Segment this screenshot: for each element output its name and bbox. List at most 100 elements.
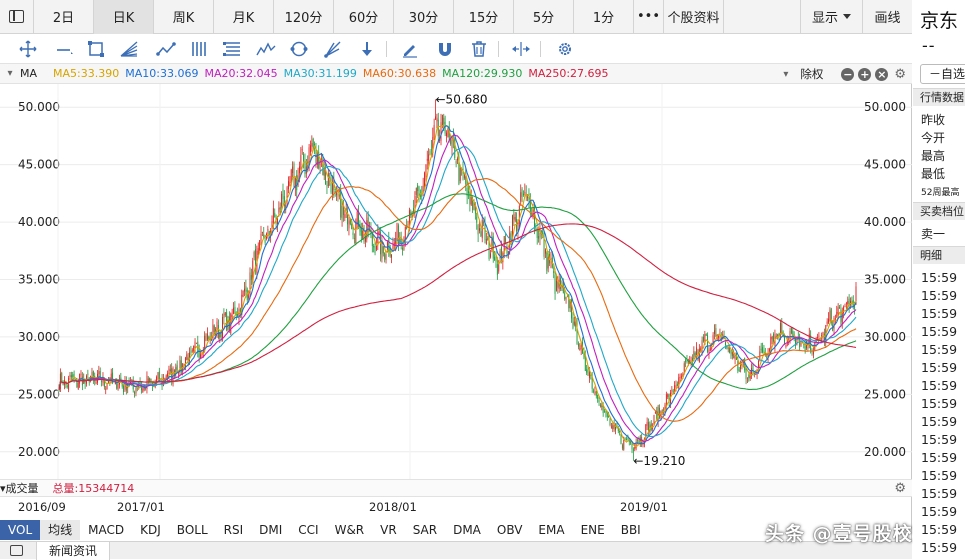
tick-time: 15:59 (921, 540, 958, 555)
candle-body (459, 167, 461, 181)
indicator-tab[interactable]: EMA (538, 523, 565, 537)
fan-tool[interactable] (117, 38, 141, 60)
tab-period[interactable]: 15分 (454, 0, 514, 34)
candle-body (594, 391, 596, 394)
pattern-tool[interactable] (254, 38, 278, 60)
candle-body (588, 371, 590, 378)
pen-tool[interactable] (398, 38, 422, 60)
candle-body (180, 360, 182, 373)
candle-body (205, 333, 207, 341)
gear-icon[interactable]: ⚙ (894, 66, 906, 82)
y-tick-label-left: 35.000 (18, 273, 60, 287)
tick-time: 15:59 (921, 270, 958, 285)
tick-time: 15:59 (921, 450, 958, 465)
indicator-tab[interactable]: ENE (580, 523, 605, 537)
indicator-tab[interactable]: DMI (259, 523, 283, 537)
chart-settings-button[interactable] (553, 38, 577, 60)
sidebar-toggle-button[interactable] (0, 0, 34, 34)
tick-time: 15:59 (921, 522, 958, 537)
close-icon[interactable]: × (875, 67, 889, 81)
candle-body (473, 201, 475, 210)
indicator-tab[interactable]: MACD (88, 523, 125, 537)
fibonacci-tool[interactable] (220, 38, 244, 60)
indicator-tab[interactable]: CCI (298, 523, 319, 537)
chevron-down-icon[interactable]: ▾ (0, 481, 6, 495)
indicator-tab[interactable]: DMA (453, 523, 481, 537)
indicator-tab[interactable]: VR (380, 523, 397, 537)
candle-body (340, 189, 342, 218)
candle-body (836, 311, 838, 317)
tab-period[interactable]: 个股资料 (664, 0, 724, 34)
tab-period[interactable]: 日K (94, 0, 154, 34)
trash-icon (472, 41, 486, 57)
tab-period[interactable]: 月K (214, 0, 274, 34)
candle-body (491, 238, 493, 250)
chevron-down-icon[interactable]: ▾ (7, 68, 13, 79)
candle-body (457, 158, 458, 161)
candle-body (803, 344, 805, 345)
rectangle-tool[interactable] (84, 38, 108, 60)
tab-period[interactable]: 5分 (514, 0, 574, 34)
indicator-tab[interactable]: BBI (620, 523, 641, 537)
candle-body (576, 323, 578, 345)
ma-line-ma250 (58, 223, 857, 391)
panel-toggle-icon[interactable] (10, 545, 23, 556)
candle-body (635, 441, 637, 449)
indicator-tab[interactable]: W&R (334, 523, 365, 537)
candle-body (785, 344, 787, 347)
crosshair-tool[interactable] (16, 38, 40, 60)
indicator-tab[interactable]: SAR (412, 523, 438, 537)
tab-period[interactable]: 60分 (334, 0, 394, 34)
ma-line-ma120 (58, 193, 857, 391)
display-menu-button[interactable]: 显示 (800, 0, 862, 34)
adjust-rights-button[interactable]: 除权 (800, 67, 824, 81)
candle-body (536, 228, 538, 238)
candle-body (755, 374, 757, 375)
candle-body (771, 336, 773, 340)
tab-period-label: 2日 (52, 11, 75, 26)
candle-body (715, 328, 717, 336)
candle-body (608, 415, 610, 418)
line-tool[interactable] (53, 38, 77, 60)
candle-body (451, 137, 453, 149)
tab-period[interactable]: 120分 (274, 0, 334, 34)
minus-icon[interactable]: − (841, 67, 855, 81)
tab-news[interactable]: 新闻资讯 (36, 542, 111, 560)
indicator-tab[interactable]: KDJ (140, 523, 161, 537)
plus-icon[interactable]: + (858, 67, 872, 81)
wave-tool[interactable] (154, 38, 178, 60)
indicator-tab[interactable]: BOLL (176, 523, 208, 537)
indicator-tab[interactable]: OBV (496, 523, 523, 537)
cycle-tool[interactable] (287, 38, 311, 60)
tick-time: 15:59 (921, 486, 958, 501)
tab-period[interactable]: 30分 (394, 0, 454, 34)
remove-watchlist-button[interactable]: －自选 (920, 64, 965, 84)
delete-drawings-button[interactable] (467, 38, 491, 60)
candle-body (297, 175, 299, 186)
candle-body (733, 353, 735, 359)
indicator-tab[interactable]: RSI (223, 523, 244, 537)
tab-period[interactable]: ••• (634, 0, 664, 34)
tab-period-label: 个股资料 (667, 11, 720, 26)
kline-chart[interactable]: 50.000 50.000 45.000 45.000 40.000 40.000 35.0… (0, 84, 912, 479)
gear-icon[interactable]: ⚙ (894, 480, 906, 496)
gann-tool[interactable] (321, 38, 345, 60)
tab-period[interactable]: 周K (154, 0, 214, 34)
tick-time: 15:59 (921, 378, 958, 393)
indicator-tab[interactable]: 均线 (40, 520, 81, 540)
volume-bar: ▾ 成交量 总量:15344714 ⚙ (0, 479, 912, 497)
candle-body (674, 385, 676, 394)
draw-line-button[interactable]: 画线 (862, 0, 912, 34)
candle-body (351, 223, 353, 230)
tab-period[interactable]: 1分 (574, 0, 634, 34)
tab-period[interactable]: 2日 (34, 0, 94, 34)
chevron-down-icon[interactable]: ▾ (783, 68, 789, 80)
cycle-lines-tool[interactable] (188, 38, 212, 60)
candle-body (364, 235, 366, 242)
zoom-span-tool[interactable] (509, 38, 533, 60)
magnet-tool[interactable] (433, 38, 457, 60)
candle-body (705, 334, 707, 336)
arrow-marker-tool[interactable] (355, 38, 379, 60)
indicator-tab[interactable]: VOL (0, 520, 41, 540)
candle-body (542, 231, 544, 236)
